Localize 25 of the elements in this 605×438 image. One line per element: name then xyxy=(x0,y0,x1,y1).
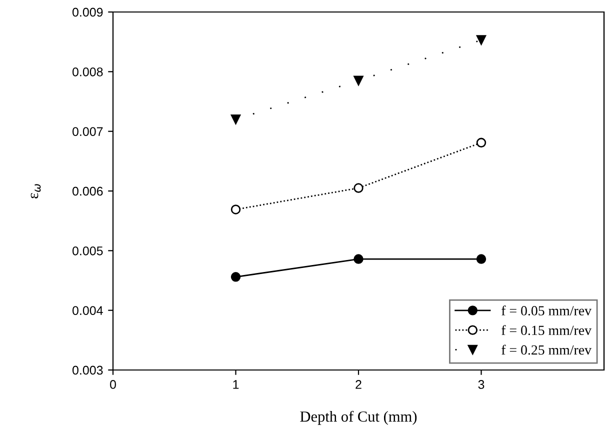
legend-label: f = 0.05 mm/rev xyxy=(502,306,592,316)
legend-label: f = 0.15 mm/rev xyxy=(502,325,592,336)
y-tick-label: 0.003 xyxy=(72,366,103,375)
point xyxy=(354,254,364,264)
point xyxy=(476,254,486,264)
point xyxy=(476,138,486,148)
point xyxy=(230,204,241,214)
y-tick-label: 0.006 xyxy=(72,186,103,196)
x-tick-label: 1 xyxy=(233,380,239,389)
x-tick-label: 3 xyxy=(478,380,484,389)
point xyxy=(354,183,364,193)
legend-label: f = 0.25 mm/rev xyxy=(502,344,592,355)
x-tick-label: 2 xyxy=(356,380,362,389)
y-tick-label: 0.007 xyxy=(72,127,103,136)
y-axis-title: ε$_{ω}$ xyxy=(30,184,41,198)
point xyxy=(230,272,241,282)
point xyxy=(230,114,241,124)
y-tick-label: 0.004 xyxy=(72,306,103,315)
y-tick-label: 0.009 xyxy=(72,8,103,17)
point xyxy=(476,35,486,45)
y-tick-label: 0.005 xyxy=(72,246,103,256)
x-axis-title: Depth of Cut (mm) xyxy=(300,410,417,425)
x-tick-label: 0 xyxy=(110,380,116,389)
y-tick-label: 0.008 xyxy=(72,67,103,76)
point xyxy=(354,76,364,86)
